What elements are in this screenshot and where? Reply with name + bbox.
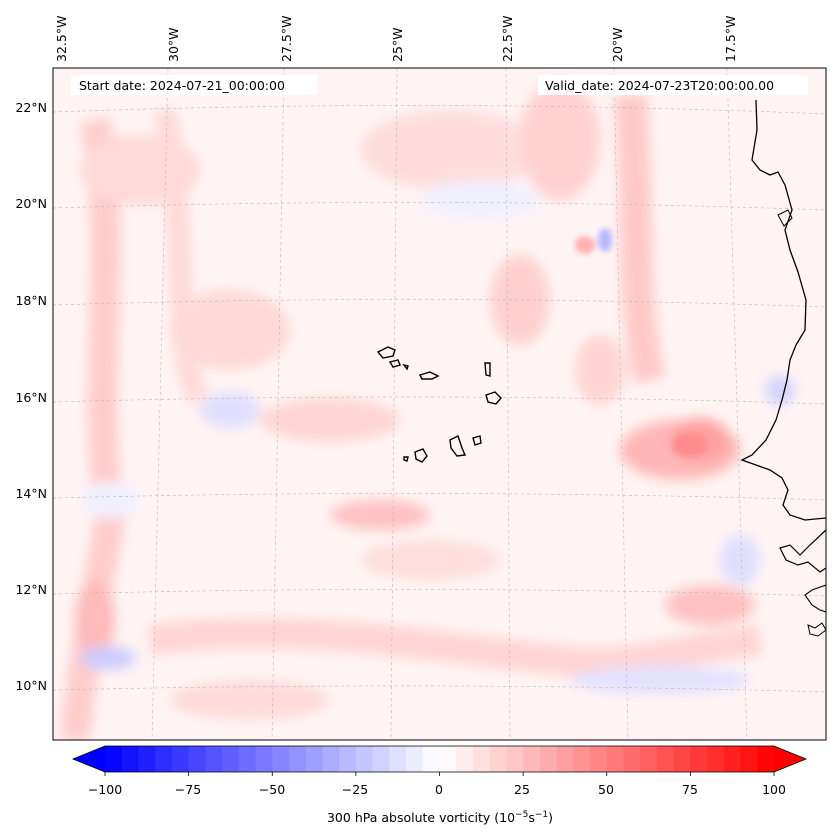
bijagos-island	[807, 622, 826, 637]
island-sal	[484, 362, 491, 377]
valid-date-label: Valid_date: 2024-07-23T20:00:00.00	[545, 78, 774, 93]
colorbar-segment	[489, 746, 507, 772]
valid-date-box	[538, 75, 808, 95]
colorbar-title: 300 hPa absolute vorticity (10−5s−1)	[327, 810, 553, 825]
colorbar-tick-label: −75	[175, 782, 201, 797]
lat-label: 16°N	[15, 390, 47, 405]
colorbar-segment	[121, 746, 140, 772]
colorbar-segment	[322, 746, 340, 772]
island-santiago	[449, 435, 467, 457]
colorbar-segment	[439, 746, 457, 772]
lon-label: 30°W	[166, 27, 181, 62]
colorbar-segment	[590, 746, 608, 772]
colorbar-segment	[673, 746, 691, 772]
lat-label: 20°N	[15, 196, 47, 211]
colorbar-segment	[472, 746, 491, 772]
colorbar-tick-label: 0	[435, 782, 443, 797]
colorbar-segment	[422, 746, 441, 772]
colorbar-ticks: −100 −75 −50 −25 0 25 50 75 100	[88, 782, 786, 797]
island-brava	[403, 456, 409, 462]
colorbar-segment	[305, 746, 324, 772]
lon-label: 22.5°W	[500, 16, 515, 62]
island-sao-vicente	[388, 359, 401, 368]
colorbar-segment	[539, 746, 558, 772]
cape-verde-islands	[376, 346, 502, 463]
colorbar-segment	[640, 746, 658, 772]
lon-label: 32.5°W	[54, 16, 69, 62]
colorbar-tick-label: 75	[682, 782, 698, 797]
colorbar-segment	[707, 746, 725, 772]
colorbar-segment	[406, 746, 424, 772]
latitude-labels: 22°N 20°N 18°N 16°N 14°N 12°N 10°N	[15, 100, 47, 693]
colorbar-segment	[188, 746, 206, 772]
colorbar-tick-label: 100	[762, 782, 786, 797]
lon-label: 27.5°W	[279, 16, 294, 62]
colorbar-segment	[138, 746, 156, 772]
colorbar-tick-label: 50	[598, 782, 614, 797]
colorbar-segment	[389, 746, 407, 772]
colorbar-segment	[255, 746, 273, 772]
colorbar-extend-max	[774, 746, 806, 772]
colorbar-segment	[105, 746, 123, 772]
colorbar-tick-label: 25	[514, 782, 530, 797]
colorbar-segment	[523, 746, 541, 772]
colorbar-segment	[222, 746, 240, 772]
colorbar-tick-label: −50	[259, 782, 285, 797]
colorbar-segment	[171, 746, 190, 772]
island-boa-vista	[485, 391, 502, 405]
colorbar-segment	[606, 746, 625, 772]
island-sao-nicolau	[419, 371, 440, 380]
colorbar-segment	[339, 746, 357, 772]
lat-label: 10°N	[15, 678, 47, 693]
lon-label: 17.5°W	[723, 16, 738, 62]
colorbar-tick-label: −25	[342, 782, 368, 797]
lat-label: 12°N	[15, 582, 47, 597]
colorbar-segment	[155, 746, 173, 772]
longitude-labels: 32.5°W 30°W 27.5°W 25°W 22.5°W 20°W 17.5…	[54, 16, 738, 62]
coast-inlet	[777, 209, 793, 227]
colorbar-segment	[656, 746, 675, 772]
vorticity-field	[53, 68, 826, 740]
colorbar-segment	[723, 746, 742, 772]
colorbar-segment	[740, 746, 758, 772]
colorbar-tick-label: −100	[88, 782, 122, 797]
lon-label: 20°W	[610, 27, 625, 62]
island-santa-luzia	[402, 363, 409, 371]
colorbar-segment	[205, 746, 223, 772]
lon-label: 25°W	[390, 27, 405, 62]
colorbar-segment	[506, 746, 524, 772]
colorbar	[71, 745, 808, 776]
colorbar-segment	[757, 746, 775, 772]
lat-label: 18°N	[15, 293, 47, 308]
colorbar-extend-min	[73, 746, 105, 772]
colorbar-segment	[355, 746, 374, 772]
graticule	[53, 68, 826, 740]
africa-coastline	[740, 99, 826, 521]
colorbar-segment	[238, 746, 257, 772]
colorbar-segment	[690, 746, 708, 772]
colorbar-segment	[456, 746, 474, 772]
guinea-coast	[804, 584, 826, 613]
map-frame	[52, 67, 827, 741]
start-date-box	[71, 75, 317, 95]
colorbar-segment	[623, 746, 641, 772]
colorbar-segment	[573, 746, 591, 772]
guinea-bissau-coast	[779, 529, 826, 573]
colorbar-segment	[372, 746, 390, 772]
island-fogo	[414, 448, 428, 463]
island-maio	[472, 435, 482, 446]
colorbar-segment	[272, 746, 290, 772]
colorbar-segment	[288, 746, 307, 772]
island-santo-antao	[376, 346, 396, 359]
lat-label: 22°N	[15, 100, 47, 115]
lat-label: 14°N	[15, 486, 47, 501]
start-date-label: Start date: 2024-07-21_00:00:00	[79, 78, 285, 93]
colorbar-segment	[556, 746, 574, 772]
